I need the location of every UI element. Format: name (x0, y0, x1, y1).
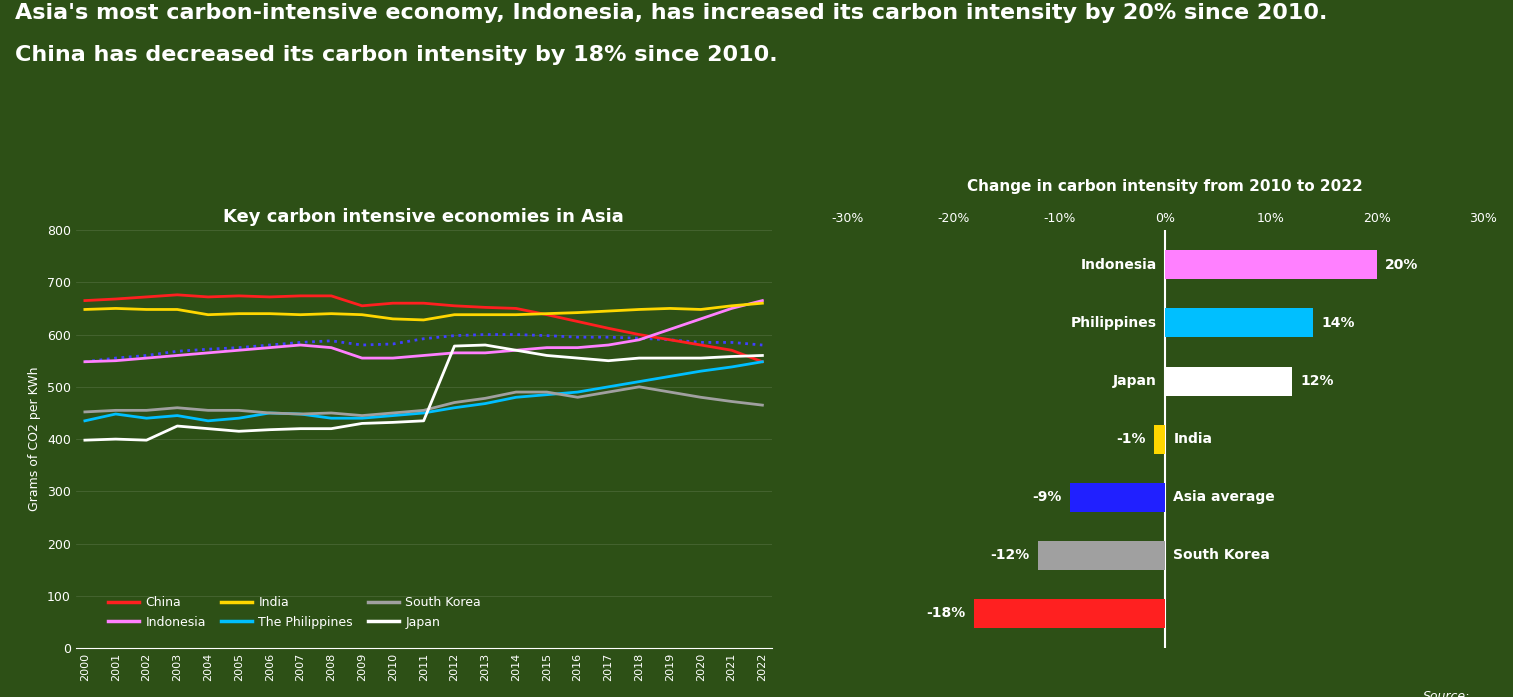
Text: Japan: Japan (1112, 374, 1156, 388)
Text: -1%: -1% (1117, 432, 1145, 446)
Text: -18%: -18% (926, 606, 965, 620)
Text: Asia average: Asia average (1174, 490, 1275, 504)
Text: China has decreased its carbon intensity by 18% since 2010.: China has decreased its carbon intensity… (15, 45, 778, 66)
Text: Asia's most carbon-intensive economy, Indonesia, has increased its carbon intens: Asia's most carbon-intensive economy, In… (15, 3, 1327, 24)
Bar (1165, 367, 1292, 396)
Text: -12%: -12% (990, 549, 1029, 562)
Text: China: China (1047, 606, 1092, 620)
Text: Indonesia: Indonesia (1080, 258, 1156, 272)
Y-axis label: Grams of CO2 per KWh: Grams of CO2 per KWh (29, 367, 41, 512)
Text: Source:
Ember-climate.org: Source: Ember-climate.org (1354, 690, 1471, 697)
Text: 12%: 12% (1301, 374, 1334, 388)
Legend: China, Indonesia, India, The Philippines, South Korea, Japan: China, Indonesia, India, The Philippines… (103, 591, 486, 634)
Text: 14%: 14% (1322, 316, 1356, 330)
Bar (1154, 424, 1165, 454)
Bar (1038, 541, 1165, 570)
Text: 20%: 20% (1386, 258, 1419, 272)
Text: India: India (1174, 432, 1212, 446)
Bar (1165, 308, 1313, 337)
Bar (1165, 250, 1377, 279)
Text: Philippines: Philippines (1071, 316, 1156, 330)
Text: -9%: -9% (1032, 490, 1061, 504)
Text: South Korea: South Korea (1174, 549, 1271, 562)
Title: Key carbon intensive economies in Asia: Key carbon intensive economies in Asia (224, 208, 623, 226)
Bar (974, 599, 1165, 628)
Bar (1070, 482, 1165, 512)
Title: Change in carbon intensity from 2010 to 2022: Change in carbon intensity from 2010 to … (967, 179, 1363, 194)
